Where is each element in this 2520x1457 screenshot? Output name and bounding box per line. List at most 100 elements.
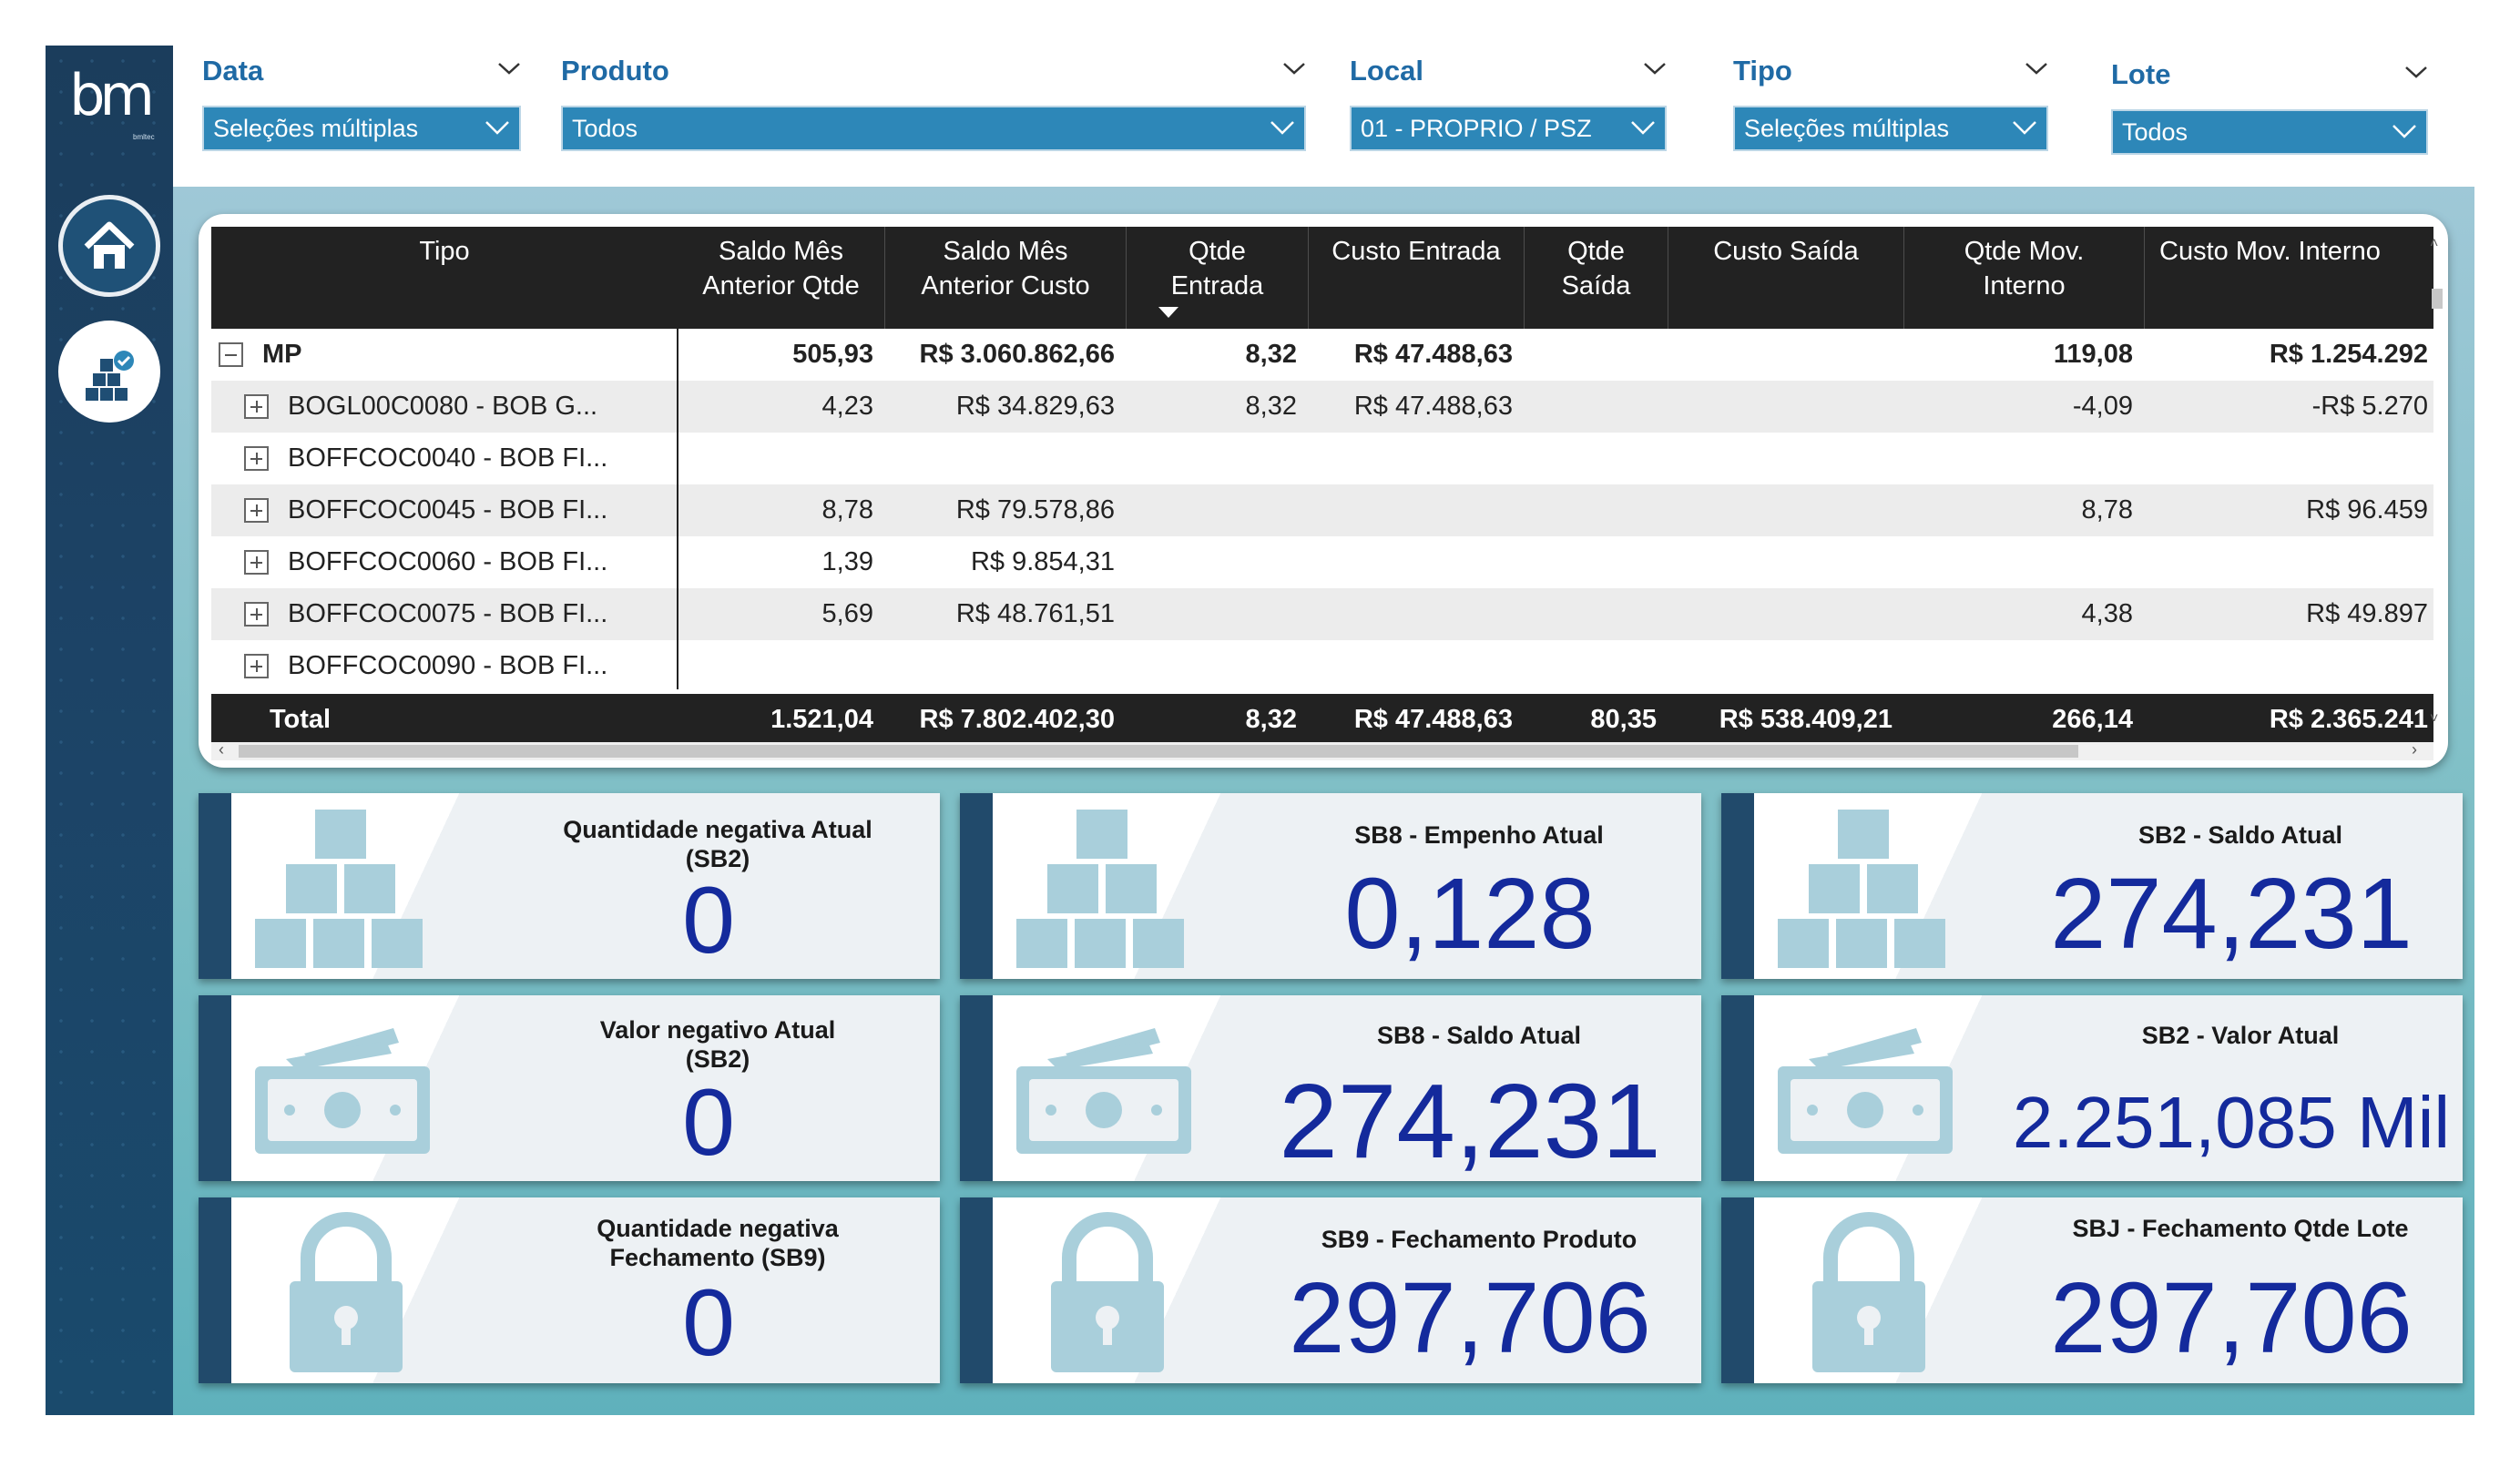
column-header[interactable]: Qtde Mov. Interno — [1903, 227, 2144, 329]
filter-data-dropdown[interactable]: Seleções múltiplas — [202, 106, 521, 151]
table-cell — [1903, 640, 2144, 692]
table-row[interactable]: MP 505,93 R$ 3.060.862,66 8,32 R$ 47.488,63 1… — [211, 329, 2433, 381]
table-cell — [1903, 433, 2144, 484]
lock-icon — [1051, 1212, 1164, 1372]
table-cell: 8,32 — [1245, 340, 1297, 369]
kpi-label: SB8 - Saldo Atual — [1376, 1022, 1582, 1049]
chevron-down-icon — [1270, 121, 1294, 135]
table-cell: R$ 96.459 — [2306, 495, 2428, 525]
filter-produto-dropdown[interactable]: Todos — [561, 106, 1306, 151]
table-cell — [1668, 536, 1903, 588]
card-accent-stripe — [1721, 995, 1754, 1181]
chevron-down-icon[interactable] — [497, 60, 521, 76]
table-cell — [1524, 329, 1668, 381]
sort-descending-icon[interactable] — [1158, 307, 1178, 318]
table-cell — [1524, 433, 1668, 484]
chevron-down-icon[interactable] — [2025, 60, 2048, 76]
table-cell — [1308, 433, 1524, 484]
filter-data-title: Data — [202, 55, 264, 87]
filter-local-title: Local — [1350, 55, 1423, 87]
kpi-label: SB9 - Fechamento Produto — [1321, 1226, 1637, 1253]
table-row[interactable]: BOFFCOC0090 - BOB FI... — [211, 640, 2433, 692]
row-label: BOFFCOC0045 - BOB FI... — [288, 495, 608, 525]
kpi-value: 0 — [682, 1070, 735, 1176]
card-accent-stripe — [199, 995, 231, 1181]
lock-icon — [1812, 1212, 1925, 1372]
row-label: BOFFCOC0075 - BOB FI... — [288, 599, 608, 628]
lock-icon — [290, 1212, 403, 1372]
table-row[interactable]: BOFFCOC0060 - BOB FI... 1,39 R$ 9.854,31 — [211, 536, 2433, 588]
filter-local-value: 01 - PROPRIO / PSZ — [1361, 115, 1592, 142]
table-cell — [1668, 640, 1903, 692]
collapse-icon[interactable] — [219, 342, 243, 367]
table-cell — [884, 433, 1126, 484]
nav-stock-button[interactable] — [58, 321, 160, 423]
table-cell — [1524, 588, 1668, 640]
filter-local: Local 01 - PROPRIO / PSZ — [1350, 47, 1667, 157]
card-accent-stripe — [960, 1197, 993, 1383]
table-cell — [2144, 433, 2428, 484]
scrollbar-thumb[interactable] — [239, 745, 2078, 758]
filter-produto: Produto Todos — [561, 47, 1306, 157]
expand-icon[interactable] — [244, 394, 269, 419]
boxes-icon — [1778, 810, 1945, 968]
kpi-card: SBJ - Fechamento Qtde Lote 297,706 — [1721, 1197, 2463, 1383]
table-cell — [1308, 588, 1524, 640]
filter-produto-title: Produto — [561, 55, 669, 87]
table-row[interactable]: BOFFCOC0075 - BOB FI... 5,69 R$ 48.761,51 4… — [211, 588, 2433, 640]
filter-lote-value: Todos — [2122, 118, 2188, 146]
filter-data-value: Seleções múltiplas — [213, 115, 419, 142]
kpi-value: 297,706 — [2050, 1262, 2413, 1374]
column-header[interactable]: Qtde Entrada — [1126, 227, 1308, 329]
expand-icon[interactable] — [244, 550, 269, 575]
table-cell — [1903, 536, 2144, 588]
filter-tipo-dropdown[interactable]: Seleções múltiplas — [1733, 106, 2048, 151]
chevron-down-icon[interactable] — [1282, 60, 1306, 76]
table-row[interactable]: BOFFCOC0045 - BOB FI... 8,78 R$ 79.578,86 8… — [211, 484, 2433, 536]
filter-lote-dropdown[interactable]: Todos — [2111, 109, 2428, 155]
row-header-divider — [677, 329, 678, 689]
table-cell: R$ 47.488,63 — [1353, 392, 1513, 421]
sidebar: bm bmltec — [46, 46, 173, 1415]
table-row[interactable]: BOGL00C0080 - BOB G... 4,23 R$ 34.829,63 8,… — [211, 381, 2433, 433]
column-header[interactable]: Saldo Mês Anterior Qtde — [702, 237, 860, 301]
column-header[interactable]: Custo Entrada — [1308, 227, 1524, 329]
scroll-down-icon[interactable]: ˅ — [2430, 711, 2439, 727]
money-icon — [255, 1028, 430, 1154]
row-label: BOGL00C0080 - BOB G... — [288, 392, 598, 421]
column-header[interactable]: Custo Mov. Interno — [2144, 227, 2433, 329]
money-icon — [1016, 1028, 1191, 1154]
table-cell: 8,78 — [2081, 495, 2133, 525]
nav-home-button[interactable] — [58, 195, 160, 297]
scrollbar-thumb[interactable] — [2432, 289, 2443, 309]
row-label: BOFFCOC0040 - BOB FI... — [288, 443, 608, 473]
table-cell — [884, 640, 1126, 692]
table-cell: 4,38 — [2081, 599, 2133, 628]
scroll-right-icon[interactable]: › — [2412, 740, 2417, 759]
table-cell — [1308, 536, 1524, 588]
expand-icon[interactable] — [244, 498, 269, 523]
column-header[interactable]: Qtde Saída — [1524, 227, 1668, 329]
kpi-label: Quantidade negativa Atual (SB2) — [563, 816, 872, 872]
scroll-left-icon[interactable]: ‹ — [219, 740, 224, 759]
scroll-up-icon[interactable]: ˄ — [2430, 236, 2439, 251]
column-header[interactable]: Custo Saída — [1668, 227, 1903, 329]
table-cell — [1126, 536, 1308, 588]
filter-local-dropdown[interactable]: 01 - PROPRIO / PSZ — [1350, 106, 1667, 151]
total-cell: 1.521,04 — [770, 705, 873, 734]
chevron-down-icon[interactable] — [1643, 60, 1667, 76]
table-total-row: Total 1.521,04 R$ 7.802.402,30 8,32 R$ 47.48… — [211, 694, 2433, 746]
column-header[interactable]: Tipo — [419, 237, 470, 266]
expand-icon[interactable] — [244, 602, 269, 627]
expand-icon[interactable] — [244, 446, 269, 471]
table-cell: R$ 3.060.862,66 — [919, 340, 1115, 369]
matrix-table-panel: Tipo Saldo Mês Anterior Qtde Saldo Mês Ant… — [199, 214, 2448, 768]
vertical-scrollbar[interactable]: ˄ ˅ — [2430, 229, 2444, 735]
horizontal-scrollbar[interactable]: ‹ › — [211, 740, 2433, 760]
kpi-value: 2.251,085 Mil — [2012, 1082, 2451, 1163]
table-row[interactable]: BOFFCOC0040 - BOB FI... — [211, 433, 2433, 484]
table-cell: R$ 49.897 — [2306, 599, 2428, 628]
chevron-down-icon[interactable] — [2404, 64, 2428, 80]
column-header[interactable]: Saldo Mês Anterior Custo — [884, 227, 1126, 329]
expand-icon[interactable] — [244, 654, 269, 678]
